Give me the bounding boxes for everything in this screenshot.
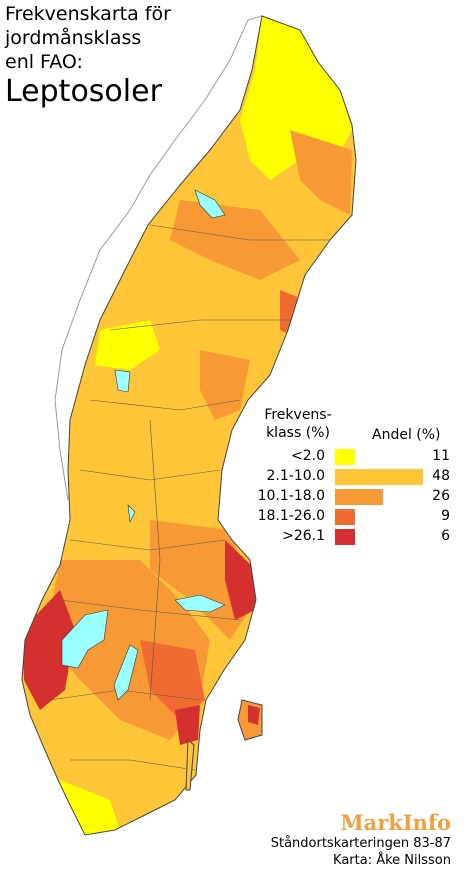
region-gt26-west — [22, 590, 75, 710]
lakes — [61, 189, 226, 701]
map-title: Frekvenskarta för jordmånsklass enl FAO:… — [5, 2, 171, 110]
region-10-18-a — [170, 200, 300, 280]
region-18-26 — [140, 640, 205, 720]
region-gt26-east — [225, 540, 256, 620]
sweden-outline — [21, 15, 357, 836]
title-line-2: jordmånsklass — [5, 27, 142, 49]
border-outline — [54, 15, 263, 501]
island-gotland-red — [248, 705, 260, 725]
lake-vattern — [113, 644, 139, 701]
source-credit: Ståndortskarteringen 83-87 — [270, 836, 451, 851]
island-oland — [185, 738, 195, 791]
region-10-18-e — [200, 350, 250, 420]
title-subject: Leptosoler — [5, 74, 162, 109]
lake-vanern — [61, 609, 109, 669]
region-gt26-se — [175, 705, 200, 745]
title-line-1: Frekvenskarta för — [5, 3, 171, 25]
region-10-18-b — [290, 130, 352, 215]
region-lt2-mid — [95, 320, 160, 370]
title-line-3: enl FAO: — [5, 51, 83, 73]
lake-siljan — [114, 369, 131, 393]
lake-north — [194, 189, 226, 219]
author-credit: Karta: Åke Nilsson — [333, 853, 451, 868]
lake-malaren — [174, 594, 226, 613]
brand-logo: MarkInfo — [340, 810, 451, 835]
lake-storsjon — [127, 504, 136, 524]
region-lt2-north — [240, 16, 352, 180]
